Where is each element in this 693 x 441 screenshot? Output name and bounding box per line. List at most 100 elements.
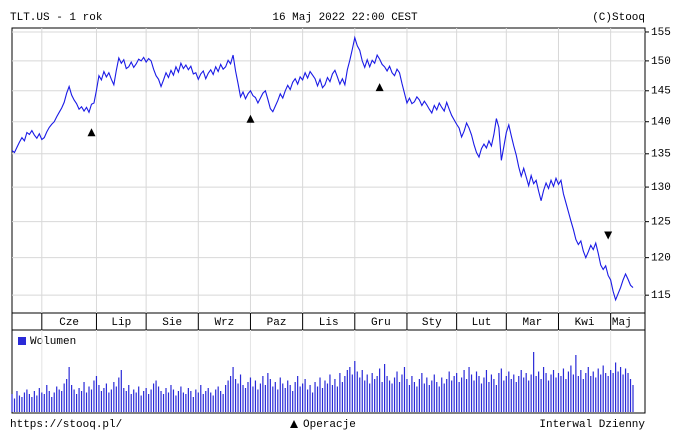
volume-bar [314, 382, 316, 412]
volume-bar [344, 376, 346, 412]
y-tick-label: 155 [651, 27, 671, 39]
y-tick-label: 135 [651, 149, 671, 161]
volume-bar [351, 374, 353, 412]
operations-legend: Operacje [303, 419, 356, 431]
volume-bar [234, 379, 237, 412]
volume-bar [130, 394, 132, 412]
volume-bar [465, 379, 468, 412]
volume-bar [617, 371, 619, 412]
volume-bar [388, 380, 391, 412]
volume-bar [215, 389, 217, 412]
volume-bar [145, 388, 147, 412]
volume-bar [364, 380, 366, 412]
volume-bar [523, 377, 525, 412]
volume-bar [416, 386, 418, 412]
volume-bar [408, 385, 411, 412]
volume-bar [229, 376, 232, 412]
volume-bar [73, 389, 75, 412]
volume-bar [210, 392, 212, 412]
volume-bar [508, 371, 510, 412]
volume-bar [118, 377, 120, 412]
volume-bar [612, 373, 614, 412]
operation-marker [604, 231, 613, 240]
volume-bar [195, 389, 197, 412]
volume-bar [329, 374, 331, 412]
volume-bar [533, 352, 535, 412]
volume-bar [483, 377, 485, 412]
volume-bar [90, 389, 93, 412]
volume-bar [143, 391, 145, 412]
volume-bar [279, 377, 281, 412]
volume-bar [379, 368, 381, 412]
volume-bar [393, 377, 396, 412]
volume-bar [619, 367, 622, 412]
volume-bar [632, 385, 634, 412]
volume-bar [23, 392, 26, 412]
y-tick-label: 150 [651, 56, 671, 68]
volume-bar [232, 367, 234, 412]
volume-bar [292, 391, 294, 412]
x-tick-label: Wrz [214, 317, 234, 329]
volume-bar [125, 391, 127, 412]
volume-bar [304, 379, 306, 412]
volume-bar [436, 382, 438, 412]
volume-bar [220, 391, 222, 412]
volume-bar [43, 394, 45, 412]
volume-bar [212, 395, 214, 412]
volume-bar [172, 389, 175, 412]
volume-bar [597, 368, 599, 412]
volume-bar [428, 385, 430, 412]
volume-bar [299, 386, 301, 412]
volume-bar [374, 379, 376, 412]
volume-bar [217, 386, 219, 412]
x-tick-label: Gru [371, 317, 391, 329]
volume-bar [421, 373, 423, 412]
volume-bar [572, 374, 574, 412]
volume-bar [128, 385, 130, 412]
volume-bar [371, 373, 373, 412]
volume-bar [157, 386, 160, 412]
volume-bar [354, 361, 356, 412]
volume-bar [152, 383, 155, 412]
y-tick-label: 115 [651, 290, 671, 302]
volume-bar [324, 380, 326, 412]
volume-bar [264, 385, 266, 412]
volume-bar [274, 382, 276, 412]
x-tick-label: Mar [522, 317, 542, 329]
volume-bar [431, 380, 433, 412]
volume-bar [331, 385, 334, 412]
volume-bar [473, 380, 475, 412]
volume-bar [560, 376, 562, 412]
volume-bar [468, 367, 470, 412]
volume-bar [550, 374, 552, 412]
volume-bar [282, 383, 284, 412]
volume-bar [95, 376, 98, 412]
volume-bar [520, 370, 522, 412]
volume-bar [53, 392, 55, 412]
volume-bar [115, 386, 117, 412]
volume-bar [249, 377, 252, 412]
volume-bar [63, 383, 65, 412]
x-tick-label: Lis [319, 317, 339, 329]
volume-bar [180, 386, 182, 412]
volume-bar [113, 382, 115, 412]
volume-bar [334, 379, 336, 412]
volume-bar [607, 376, 609, 412]
volume-bar [510, 379, 512, 412]
volume-bar [513, 374, 515, 412]
volume-bar [190, 391, 192, 412]
price-line [11, 35, 634, 302]
footer-left: https://stooq.pl/ [10, 419, 122, 431]
volume-bar [309, 385, 311, 412]
volume-bar [629, 379, 632, 412]
volume-bar [302, 383, 304, 412]
volume-bar [227, 380, 229, 412]
volume-bar [269, 379, 271, 412]
volume-bar [426, 377, 428, 412]
volume-bar [38, 388, 40, 412]
volume-bar [185, 394, 187, 412]
volume-bar [321, 388, 324, 412]
volume-bar [525, 373, 527, 412]
volume-bar [28, 394, 30, 412]
